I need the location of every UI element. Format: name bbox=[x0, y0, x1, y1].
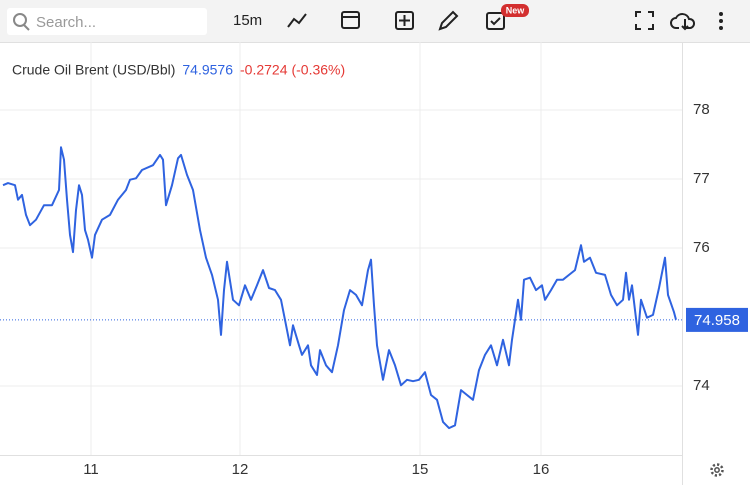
last-price-box bbox=[686, 307, 748, 332]
settings-icon bbox=[714, 467, 720, 473]
badge bbox=[501, 4, 529, 17]
interval-button[interactable]: 15m bbox=[233, 12, 262, 29]
download-button bbox=[681, 19, 689, 31]
add-button[interactable] bbox=[395, 11, 414, 30]
y-tick-label: 74 bbox=[693, 377, 710, 394]
calendar-button[interactable] bbox=[341, 11, 360, 29]
price-line bbox=[2, 146, 677, 430]
x-tick-label: 11 bbox=[83, 461, 99, 478]
chart-type-button[interactable] bbox=[287, 13, 307, 28]
download-button[interactable] bbox=[670, 13, 696, 29]
x-tick-label: 15 bbox=[412, 461, 429, 478]
x-tick-label: 16 bbox=[533, 461, 550, 478]
settings-button[interactable] bbox=[710, 463, 724, 477]
series-title: Crude Oil Brent (USD/Bbl) bbox=[12, 62, 175, 78]
y-tick-label: 76 bbox=[693, 239, 710, 256]
x-tick-label: 12 bbox=[232, 461, 249, 478]
menu-button[interactable] bbox=[719, 12, 723, 16]
last-price: 74.9576 bbox=[182, 62, 233, 78]
menu-button bbox=[719, 26, 723, 30]
add-button bbox=[399, 15, 410, 26]
events-button[interactable] bbox=[486, 12, 505, 30]
fullscreen-button[interactable] bbox=[635, 11, 654, 30]
y-tick-label: 78 bbox=[693, 101, 710, 118]
search-icon bbox=[23, 24, 30, 31]
search-placeholder: Search... bbox=[36, 14, 96, 31]
search-box[interactable] bbox=[7, 8, 207, 35]
badge-text: New bbox=[506, 5, 526, 15]
search-icon bbox=[13, 13, 27, 27]
change: -0.2724 bbox=[240, 62, 288, 78]
legend: Crude Oil Brent (USD/Bbl) 74.9576 -0.272… bbox=[12, 62, 345, 78]
events-button bbox=[490, 17, 501, 26]
settings-icon bbox=[710, 463, 724, 477]
change-pct: (-0.36%) bbox=[291, 62, 345, 78]
last-price-label: 74.958 bbox=[694, 312, 740, 329]
draw-button[interactable] bbox=[438, 10, 459, 31]
menu-button bbox=[719, 19, 723, 23]
y-tick-label: 77 bbox=[693, 170, 710, 187]
grid bbox=[0, 42, 682, 455]
